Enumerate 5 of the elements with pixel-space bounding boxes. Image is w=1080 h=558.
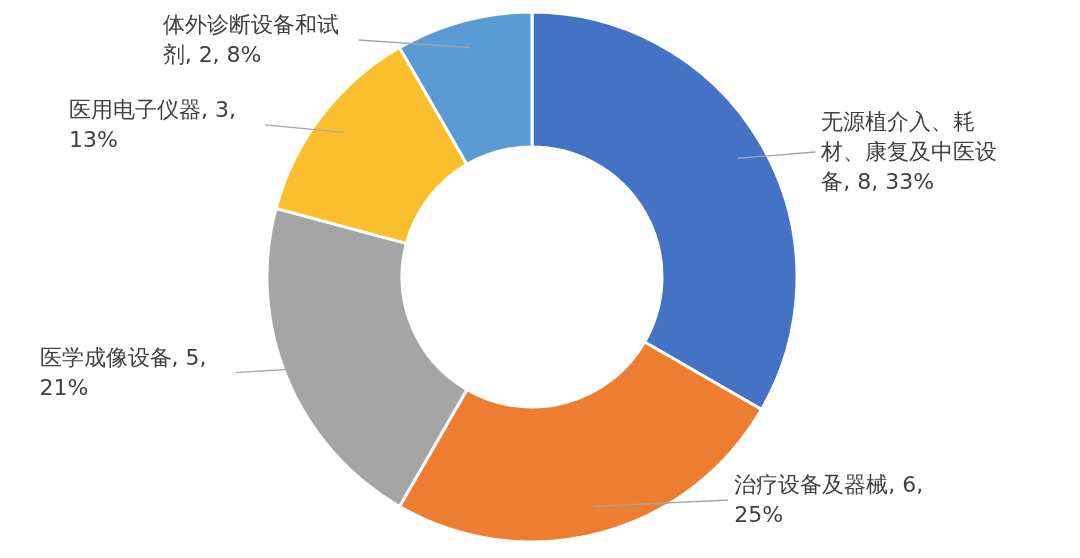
slice-label: 医用电子仪器, 3, 13%: [68, 95, 237, 154]
slice-label: 治疗设备及器械, 6, 25%: [734, 471, 925, 529]
legend-label: 医学成像设备, 5, 21%: [39, 343, 208, 402]
slice-label: 体外诊断设备和试剂, 2, 8%: [162, 11, 340, 69]
slice-label: 无源植介入、耗材、康复及中医设备, 8, 33%: [821, 108, 999, 196]
